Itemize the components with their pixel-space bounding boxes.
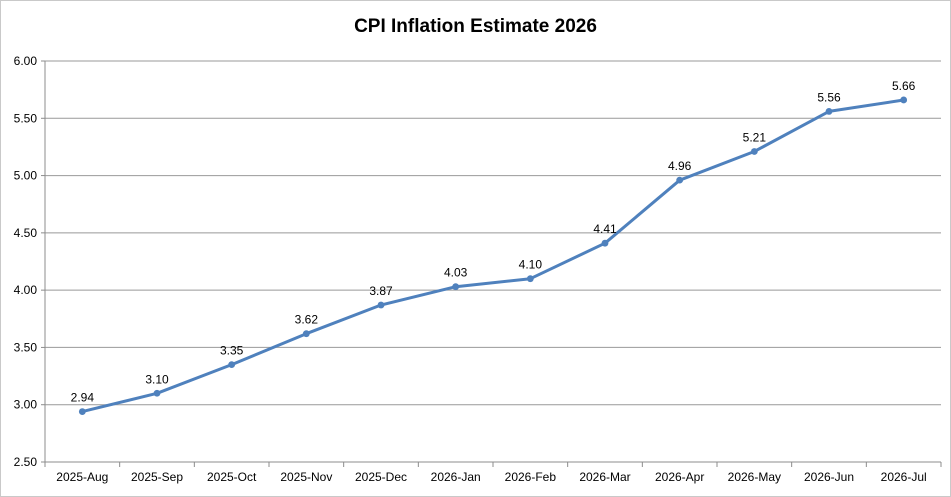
y-tick-label: 5.00 [14,169,38,183]
x-tick-label: 2025-Nov [280,470,332,484]
data-point-label: 3.10 [145,372,169,386]
data-point-marker [526,275,534,283]
data-point-label: 3.35 [220,344,244,358]
data-point-label: 4.03 [444,266,468,280]
data-point-label: 3.62 [295,313,319,327]
y-tick-label: 5.50 [14,111,38,125]
x-tick-label: 2025-Dec [355,470,407,484]
x-tick-label: 2026-May [728,470,781,484]
data-point-label: 5.56 [817,90,841,104]
data-point-marker [900,96,908,104]
x-tick-label: 2026-Feb [505,470,557,484]
x-tick-label: 2026-Mar [579,470,630,484]
data-point-marker [153,389,161,397]
data-point-label: 3.87 [369,284,393,298]
data-point-marker [825,108,833,115]
x-axis-tick-labels: 2025-Aug 2025-Sep 2025-Oct 2025-Nov 2025-Dec… [56,470,926,484]
x-tick-label: 2025-Sep [131,470,183,484]
axes [41,60,942,467]
series-line [80,98,906,414]
chart-title: CPI Inflation Estimate 2026 [354,16,597,37]
data-point-label: 5.66 [892,79,916,93]
y-tick-label: 3.50 [14,340,38,354]
x-tick-label: 2026-Jan [431,470,481,484]
x-tick-label: 2026-Apr [655,470,704,484]
data-point-marker [228,361,236,369]
y-tick-label: 4.50 [14,226,38,240]
x-tick-label: 2025-Oct [207,470,257,484]
data-point-marker [601,239,609,247]
data-point-label: 4.10 [519,258,543,272]
y-tick-label: 2.50 [14,455,38,469]
y-axis-tick-labels: 6.00 5.50 5.00 4.50 4.00 3.50 3.00 2.50 [14,54,38,469]
y-tick-label: 4.00 [14,283,38,297]
data-point-marker [377,301,385,309]
x-tick-label: 2026-Jul [881,470,927,484]
x-tick-label: 2026-Jun [804,470,854,484]
data-point-marker [302,330,310,338]
data-point-label: 2.94 [71,391,95,405]
data-series [78,96,908,415]
data-point-marker [452,283,460,291]
y-tick-label: 6.00 [14,54,38,68]
gridlines [45,60,941,463]
data-point-label: 4.96 [668,159,692,173]
data-point-label: 5.21 [743,131,767,145]
data-point-labels: 2.94 3.10 3.35 3.62 3.87 4.03 4.10 4.41 4.96 5.21… [71,79,916,405]
y-tick-label: 3.00 [14,398,38,412]
data-point-marker [676,176,684,184]
data-point-label: 4.41 [593,222,617,236]
data-point-marker [750,148,758,155]
data-point-marker [78,408,86,415]
x-tick-label: 2025-Aug [56,470,108,484]
